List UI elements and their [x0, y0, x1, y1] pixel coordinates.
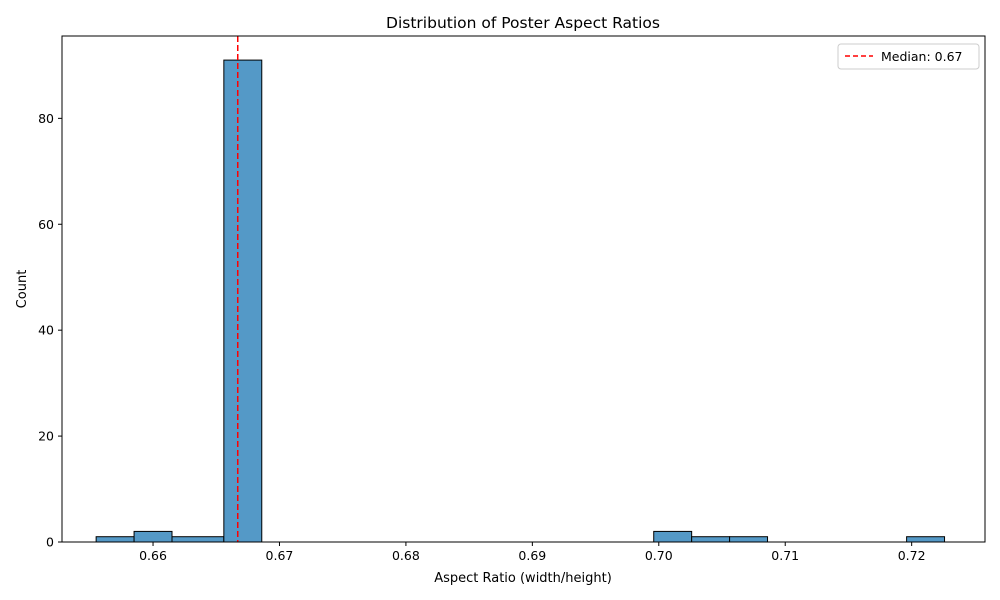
chart-title: Distribution of Poster Aspect Ratios: [386, 14, 660, 32]
histogram-bar-1: [133, 530, 173, 543]
histogram-bar-2: [171, 536, 225, 543]
legend: Median: 0.67: [837, 43, 980, 70]
histogram-bar-4: [653, 530, 693, 543]
y-tick-label-4: 80: [38, 111, 54, 126]
x-axis-ticks: 0.66 0.67 0.68 0.69 0.70 0.71 0.72: [139, 542, 926, 563]
x-tick-label-0: 0.66: [139, 548, 167, 563]
plot-frame: [61, 35, 986, 543]
x-tick-label-3: 0.69: [518, 548, 546, 563]
histogram-bar-7: [906, 536, 946, 543]
legend-median-label: Median: 0.67: [881, 49, 962, 64]
legend-box: [837, 43, 980, 70]
x-tick-label-2: 0.68: [392, 548, 420, 563]
bars-group: [95, 59, 946, 543]
histogram-bar-5: [691, 536, 731, 543]
histogram-bar-3: [223, 59, 263, 543]
x-tick-label-4: 0.70: [645, 548, 673, 563]
x-tick-label-5: 0.71: [771, 548, 799, 563]
histogram-bar-0: [95, 536, 135, 543]
x-tick-label-6: 0.72: [898, 548, 926, 563]
y-tick-label-3: 60: [38, 217, 54, 232]
y-tick-label-1: 20: [38, 429, 54, 444]
y-tick-label-0: 0: [46, 535, 54, 550]
histogram-bar-6: [729, 536, 769, 543]
y-axis-label: Count: [15, 270, 30, 309]
y-tick-label-2: 40: [38, 323, 54, 338]
y-axis-ticks: 0 20 40 60 80: [38, 111, 62, 550]
x-axis-label: Aspect Ratio (width/height): [434, 571, 612, 586]
x-tick-label-1: 0.67: [266, 548, 294, 563]
